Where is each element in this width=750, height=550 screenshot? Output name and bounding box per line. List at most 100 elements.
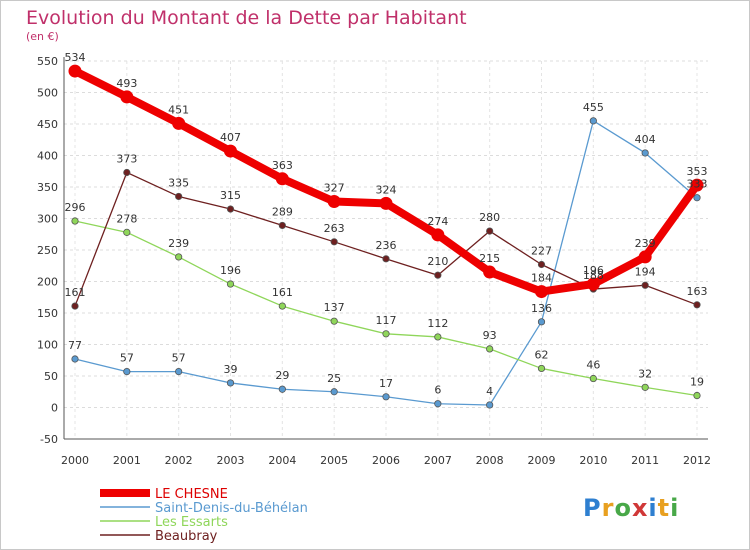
x-tick-label: 2008 (476, 454, 504, 467)
data-point (586, 277, 600, 291)
chart-title: Evolution du Montant de la Dette par Hab… (26, 7, 467, 29)
x-tick-label: 2005 (320, 454, 348, 467)
data-label: 407 (220, 131, 241, 144)
data-point (278, 221, 286, 230)
data-point (693, 301, 701, 309)
data-label: 184 (531, 272, 552, 285)
data-point (693, 194, 701, 202)
x-tick-label: 2007 (424, 454, 452, 467)
chart-subtitle: (en €) (26, 30, 59, 43)
data-point (120, 90, 134, 104)
data-label: 327 (324, 181, 345, 194)
y-tick-label: 0 (51, 402, 58, 415)
data-point (641, 149, 649, 157)
data-label: 46 (586, 359, 600, 372)
data-point (382, 330, 390, 338)
data-point (693, 391, 701, 400)
data-point (535, 285, 548, 299)
data-label: 335 (168, 176, 189, 189)
data-point (71, 355, 79, 363)
data-label: 534 (65, 51, 86, 64)
data-label: 39 (224, 363, 238, 376)
data-point (278, 302, 286, 310)
x-tick-label: 2006 (372, 454, 400, 467)
x-tick-label: 2004 (268, 454, 296, 467)
y-tick-label: 350 (37, 181, 58, 194)
data-label: 363 (272, 159, 293, 172)
y-tick-label: 250 (37, 244, 58, 257)
legend-label: Les Essarts (155, 515, 228, 530)
data-point (175, 253, 183, 261)
data-label: 227 (531, 244, 552, 257)
logo-letter: i (648, 494, 657, 522)
x-tick-label: 2000 (61, 454, 89, 467)
data-label: 236 (376, 239, 397, 252)
y-tick-label: 550 (37, 55, 58, 68)
data-point (172, 116, 186, 130)
data-point (226, 280, 235, 288)
x-tick-label: 2011 (631, 454, 659, 467)
data-point (327, 194, 341, 208)
data-label: 196 (220, 264, 241, 277)
data-label: 62 (535, 348, 549, 361)
data-point (123, 228, 131, 236)
data-point (589, 374, 597, 383)
y-tick-label: 150 (37, 307, 58, 320)
data-label: 29 (275, 369, 289, 382)
data-label: 161 (272, 286, 293, 299)
data-point (71, 302, 79, 310)
logo-letter: t (658, 494, 670, 522)
data-label: 239 (635, 237, 656, 250)
logo-letter: i (670, 494, 679, 522)
data-point (537, 260, 546, 269)
data-label: 17 (379, 377, 393, 390)
data-label: 196 (583, 264, 604, 277)
data-label: 404 (635, 133, 656, 146)
axes: -50 0 50 100 150 200 250 300 350 400 450 500 550 2000… (37, 55, 711, 467)
data-label: 451 (168, 103, 189, 116)
data-point (330, 317, 338, 325)
legend-label: Beaubray (155, 529, 218, 544)
data-point (486, 227, 494, 235)
data-point (379, 196, 393, 210)
x-tick-label: 2002 (165, 454, 193, 467)
data-label: 117 (376, 314, 397, 327)
data-point (486, 345, 494, 353)
data-label: 4 (486, 385, 493, 398)
y-tick-label: 200 (37, 276, 58, 289)
data-label: 296 (65, 201, 86, 214)
data-label: 263 (324, 222, 345, 235)
data-point (382, 255, 390, 263)
data-point (71, 217, 79, 225)
data-point (275, 172, 289, 186)
data-point (589, 117, 597, 125)
data-point (434, 400, 442, 408)
data-label: 194 (635, 265, 656, 278)
data-label: 161 (65, 286, 86, 299)
x-tick-label: 2010 (579, 454, 607, 467)
data-point (486, 401, 494, 409)
proxiti-logo: Proxiti (583, 494, 679, 522)
data-label: 278 (116, 212, 137, 225)
data-label: 57 (172, 352, 186, 365)
x-tick-label: 2003 (217, 454, 245, 467)
y-tick-label: 300 (37, 213, 58, 226)
data-point (483, 265, 497, 279)
data-label: 289 (272, 205, 293, 218)
data-point (278, 385, 286, 393)
data-label: 112 (427, 317, 448, 330)
legend-label: Saint-Denis-du-Béhélan (155, 501, 308, 516)
data-point (330, 388, 338, 396)
data-point (641, 383, 649, 391)
data-point (434, 333, 442, 341)
data-label: 353 (687, 165, 708, 178)
data-label: 188 (583, 269, 604, 282)
data-point (382, 393, 390, 401)
data-point (226, 379, 235, 387)
logo-letter: P (583, 494, 602, 522)
data-label: 93 (483, 329, 497, 342)
data-label: 19 (690, 376, 704, 389)
